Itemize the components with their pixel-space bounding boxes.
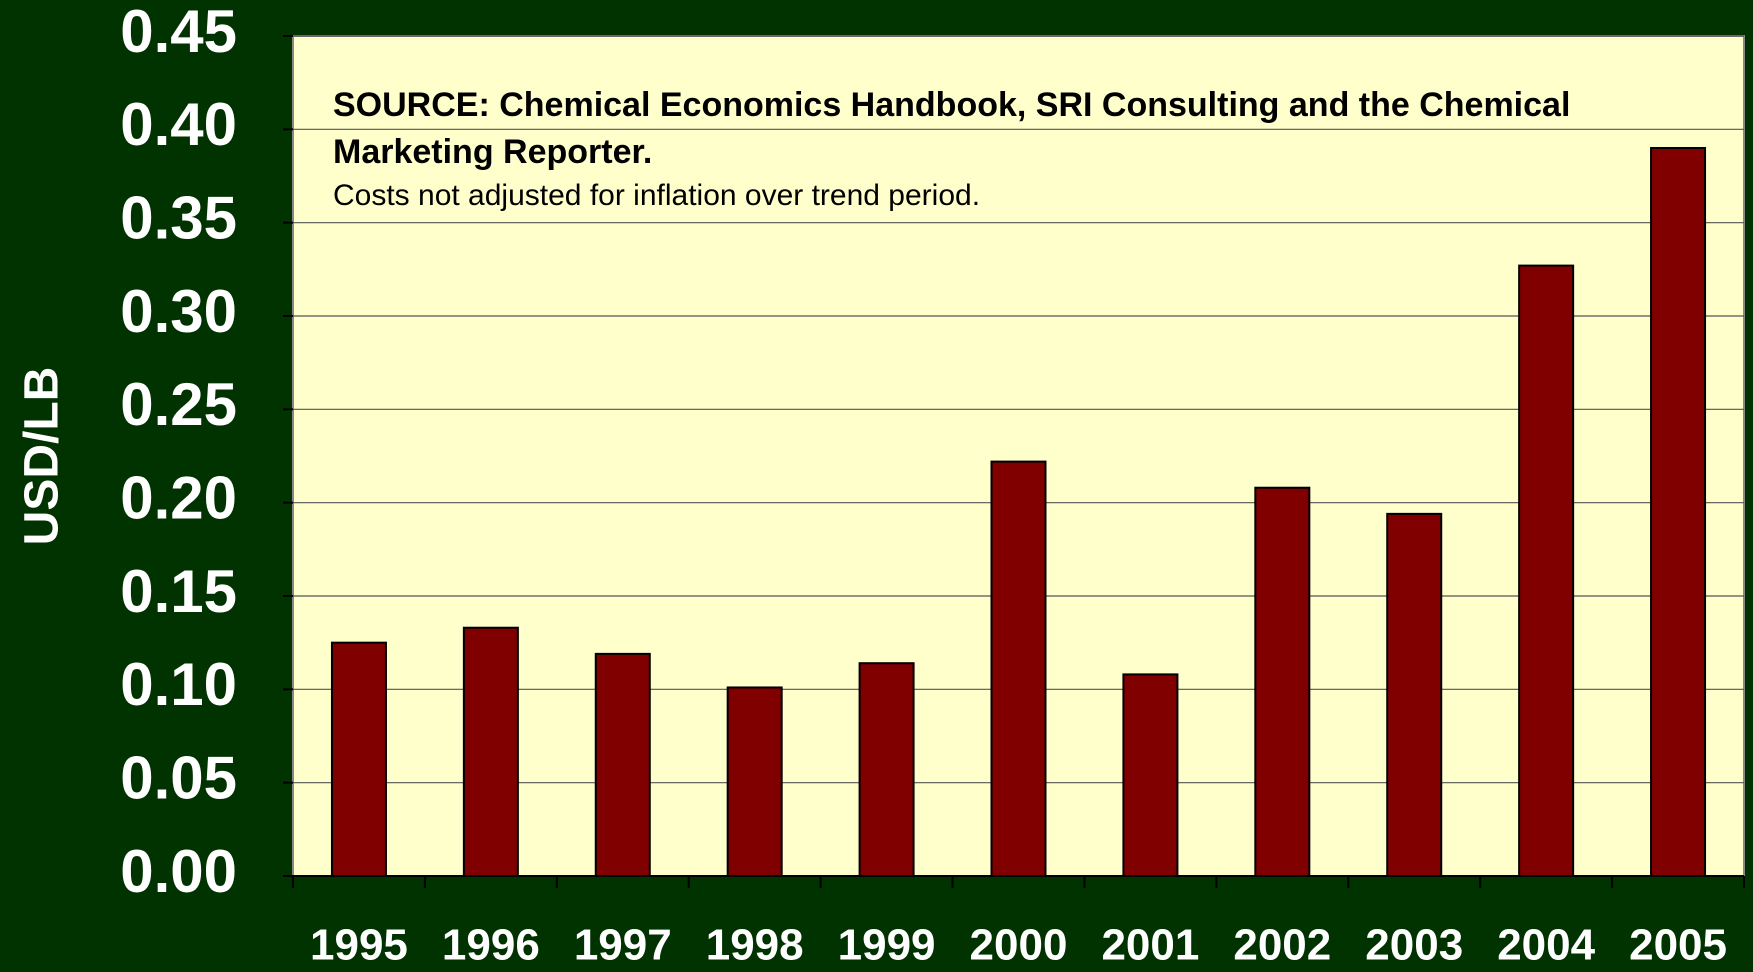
bar xyxy=(858,662,915,878)
bar xyxy=(990,460,1047,877)
bar xyxy=(330,641,387,878)
x-tick-label: 2004 xyxy=(1497,921,1595,970)
y-tick-label: 0.35 xyxy=(120,185,237,252)
y-axis-label: USD/LB xyxy=(16,367,69,546)
bar xyxy=(1386,512,1443,877)
y-tick-label: 0.00 xyxy=(120,838,237,905)
bar xyxy=(1518,264,1575,878)
x-tick-label: 2005 xyxy=(1629,921,1727,970)
x-tick-label: 1996 xyxy=(442,921,540,970)
x-tick-label: 1995 xyxy=(310,921,408,970)
source-note: SOURCE: Chemical Economics Handbook, SRI… xyxy=(333,86,1571,171)
bar xyxy=(726,686,783,878)
annotation-box: SOURCE: Chemical Economics Handbook, SRI… xyxy=(333,82,1723,216)
y-tick-label: 0.25 xyxy=(120,371,237,438)
inflation-note: Costs not adjusted for inflation over tr… xyxy=(333,179,981,212)
x-tick-label: 2002 xyxy=(1233,921,1331,970)
x-tick-label: 2000 xyxy=(970,921,1068,970)
x-tick-label: 1998 xyxy=(706,921,804,970)
bar xyxy=(462,626,519,877)
y-tick-label: 0.30 xyxy=(120,278,237,345)
bar xyxy=(1650,147,1707,877)
x-tick-label: 1999 xyxy=(838,921,936,970)
bar xyxy=(594,652,651,877)
y-tick-label: 0.40 xyxy=(120,91,237,158)
y-tick-label: 0.45 xyxy=(120,0,237,65)
bar xyxy=(1254,486,1311,877)
x-tick-label: 2003 xyxy=(1365,921,1463,970)
y-tick-label: 0.15 xyxy=(120,558,237,625)
x-tick-label: 1997 xyxy=(574,921,672,970)
y-tick-label: 0.05 xyxy=(120,745,237,812)
y-tick-label: 0.20 xyxy=(120,465,237,532)
y-tick-label: 0.10 xyxy=(120,651,237,718)
bar xyxy=(1122,673,1179,878)
x-tick-label: 2001 xyxy=(1101,921,1199,970)
